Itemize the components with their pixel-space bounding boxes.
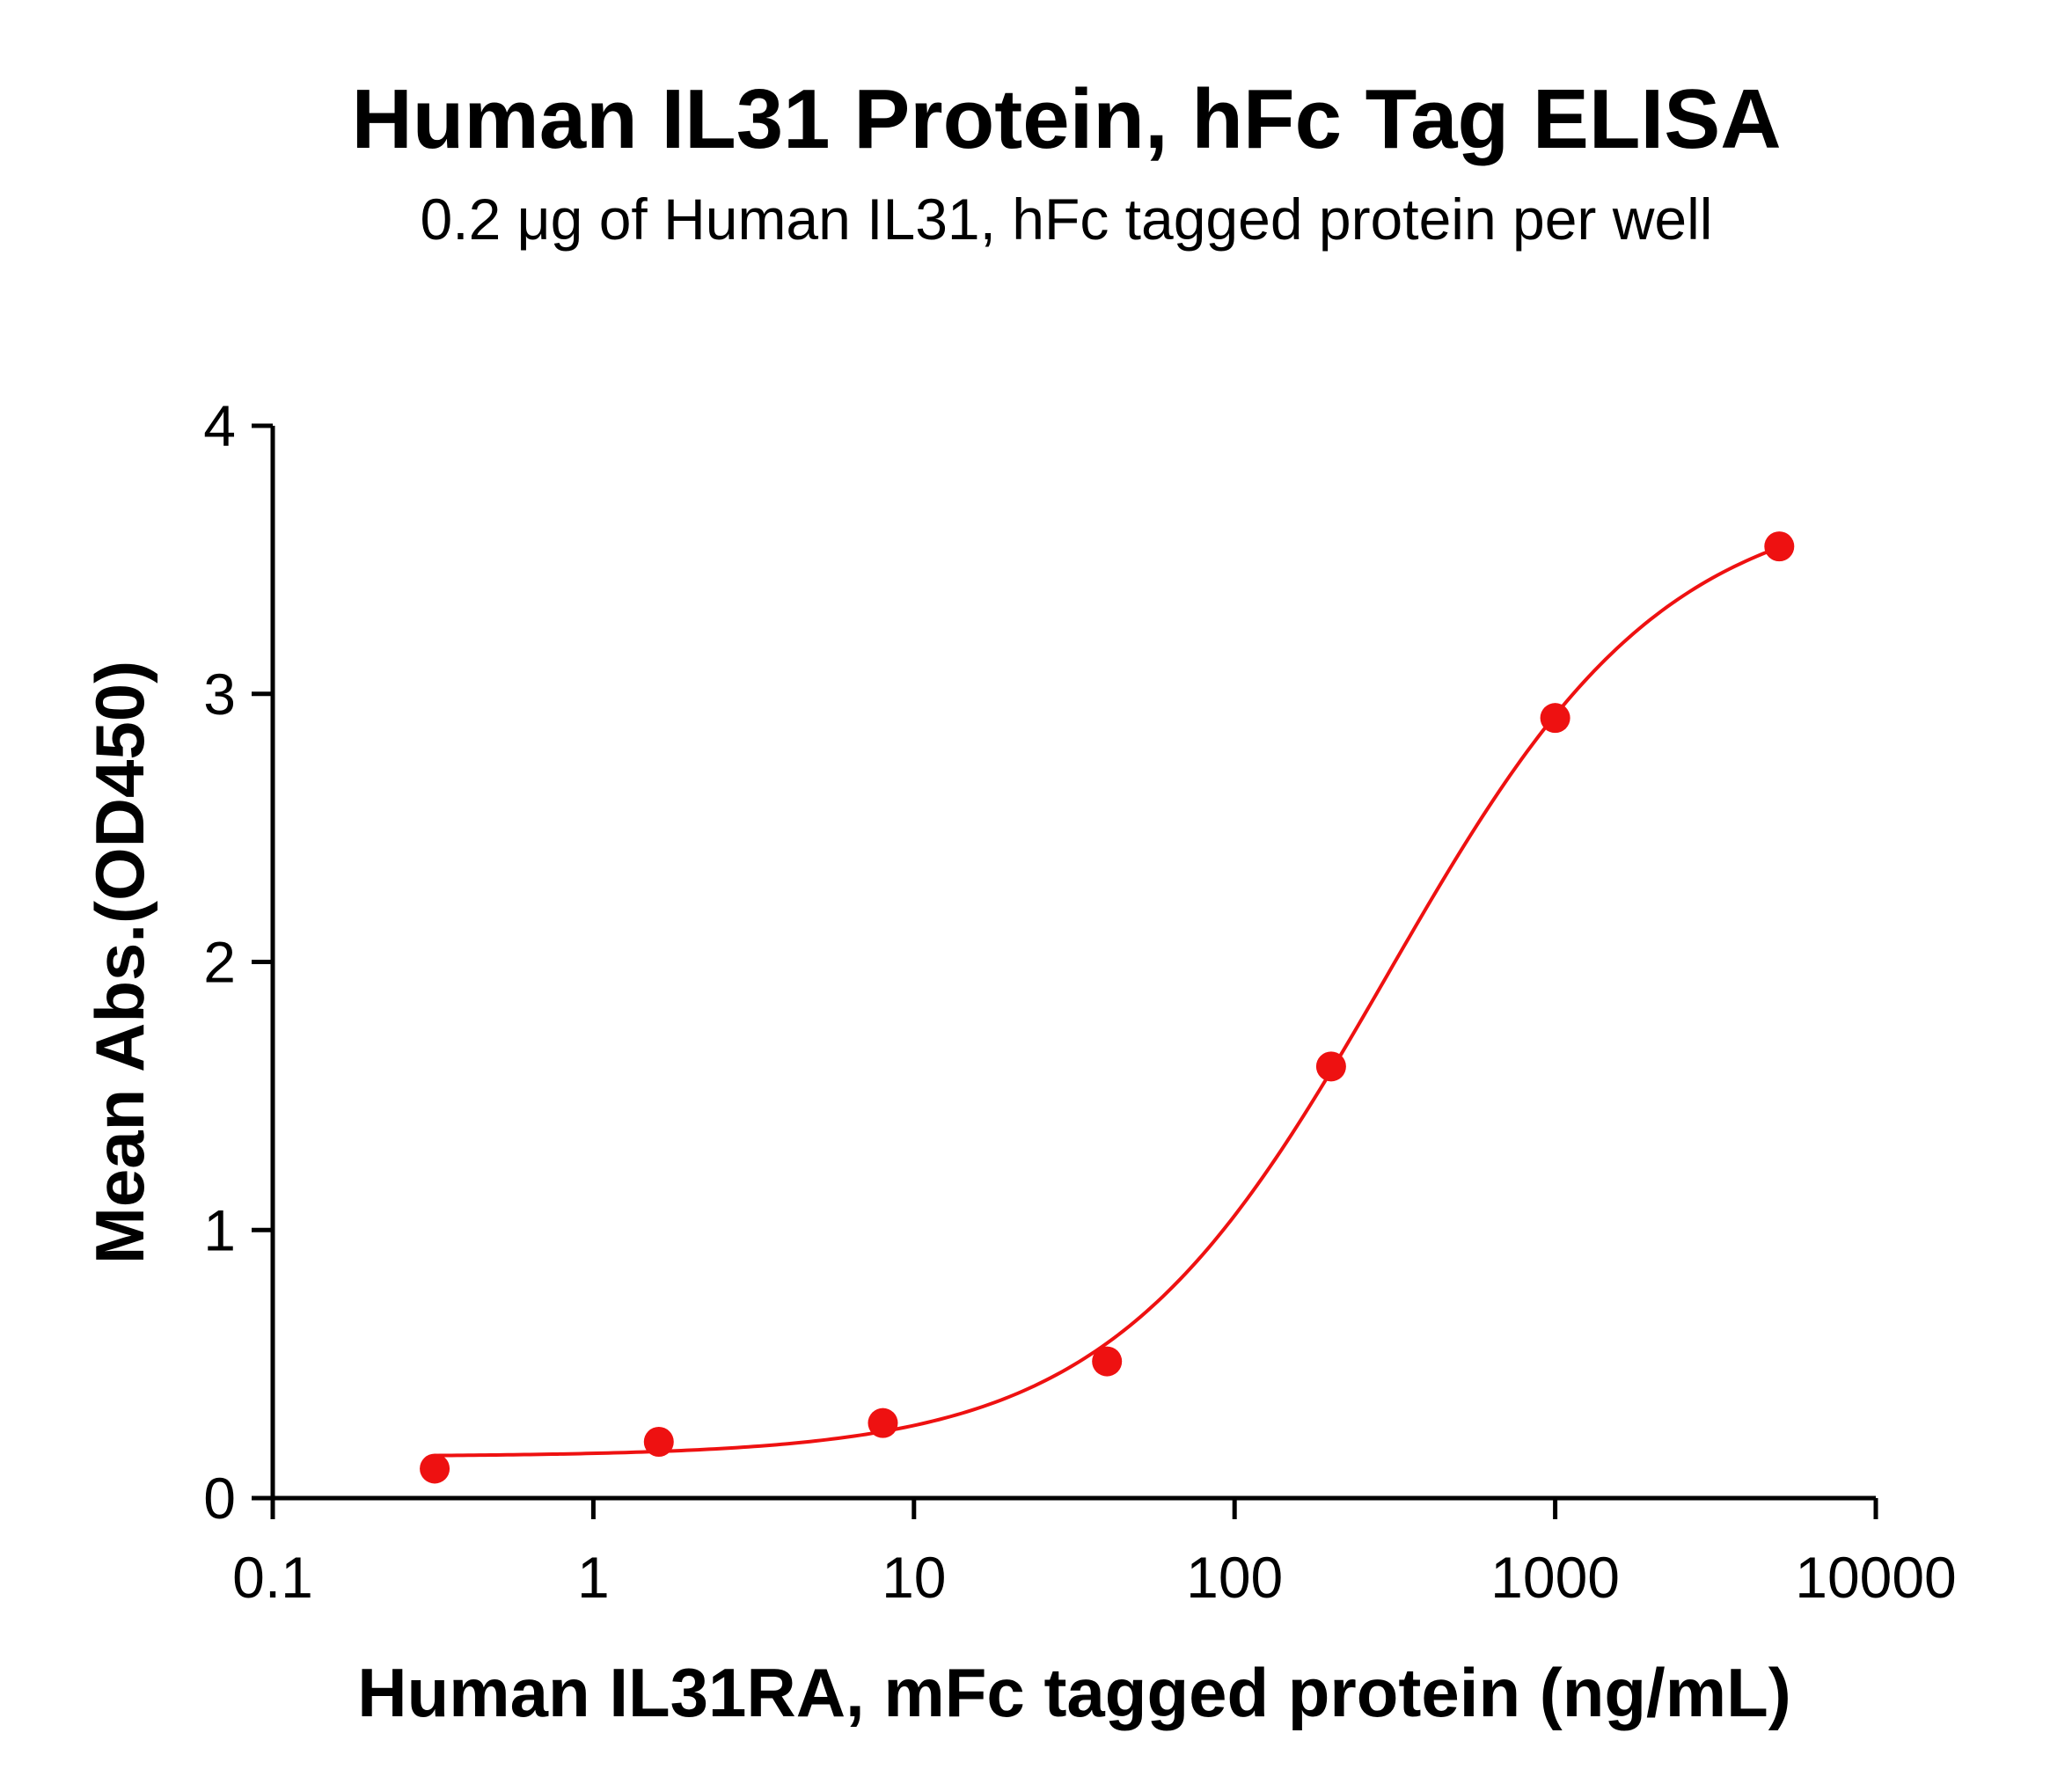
ticks: 0.1 1 10 100 1000 10000 0 1 2 3 4 (203, 393, 1956, 1610)
y-axis-label: Mean Abs.(OD450) (81, 661, 158, 1264)
data-point (1540, 703, 1570, 734)
x-tick-label: 1000 (1490, 1545, 1620, 1610)
data-point (1764, 531, 1795, 562)
x-tick-label: 1 (577, 1545, 610, 1610)
y-tick-label: 0 (203, 1466, 236, 1531)
data-point (643, 1427, 674, 1458)
data-point (420, 1453, 450, 1484)
fit-curve (435, 545, 1781, 1458)
data-point (868, 1407, 898, 1438)
x-axis-label: Human IL31RA, mFc tagged protein (ng/mL) (357, 1654, 1790, 1731)
data-points (420, 531, 1795, 1484)
fit-curve-group (435, 545, 1781, 1458)
x-tick-label: 10 (882, 1545, 946, 1610)
chart-subtitle: 0.2 μg of Human IL31, hFc tagged protein… (421, 186, 1713, 252)
axes (270, 426, 1876, 1501)
y-tick-label: 2 (203, 930, 236, 995)
chart-title: Human IL31 Protein, hFc Tag ELISA (351, 72, 1781, 166)
x-tick-label: 10000 (1795, 1545, 1957, 1610)
y-tick-label: 1 (203, 1197, 236, 1262)
data-point (1092, 1346, 1123, 1377)
y-tick-label: 3 (203, 662, 236, 727)
x-tick-label: 0.1 (232, 1545, 313, 1610)
data-point (1315, 1051, 1346, 1082)
y-tick-label: 4 (203, 393, 236, 458)
x-tick-label: 100 (1186, 1545, 1283, 1610)
